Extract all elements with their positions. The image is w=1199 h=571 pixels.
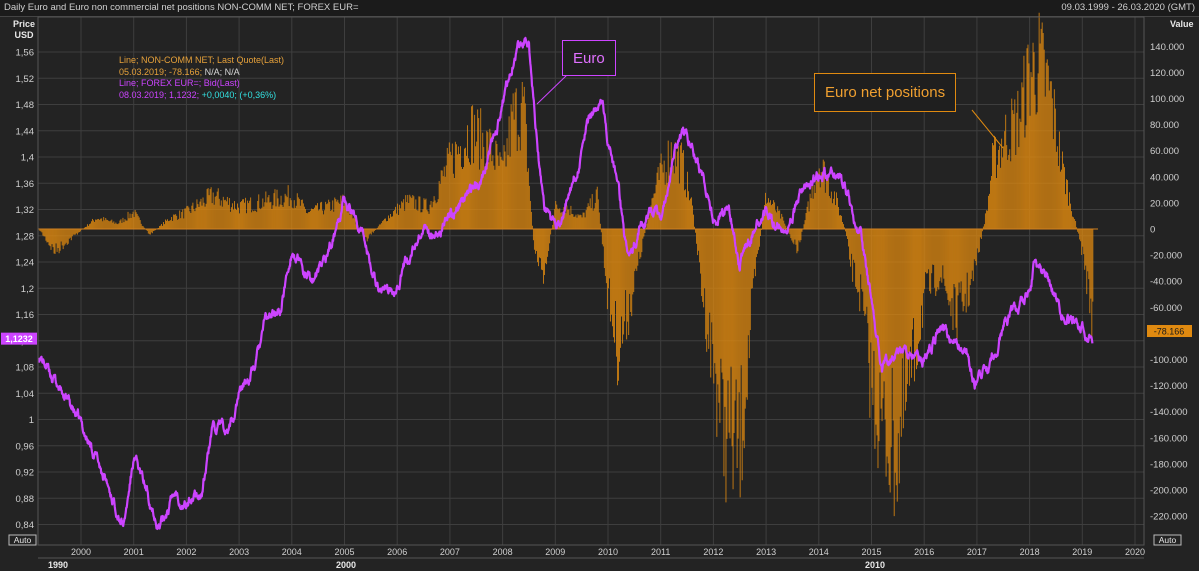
right-tick-label: 80.000	[1150, 120, 1179, 131]
axes: 1,56 1,52 1,48 1,44 1,4 1,36 1,32 1,28 1,24 1,2 1,…	[1, 16, 1194, 570]
legend-euro-change: +0,0040; (+0,36%)	[199, 89, 277, 100]
annotation-net-positions: Euro net positions	[814, 73, 957, 112]
right-tick-label: -100.000	[1150, 355, 1188, 366]
left-tick-label: 1,4	[21, 153, 34, 164]
x-tick-label: 2001	[124, 547, 144, 557]
x-tick-label: 2012	[703, 547, 723, 557]
net-last-value: -78.166	[1154, 327, 1185, 337]
right-tick-label: 120.000	[1150, 68, 1184, 79]
x-tick-label: 2016	[914, 547, 934, 557]
legend-net-series: Line; NON-COMM NET; Last Quote(Last)	[119, 55, 285, 65]
x-tick-label: 2011	[651, 547, 670, 557]
x-tick-label: 2009	[545, 547, 565, 557]
x-tick-label: 2013	[756, 547, 776, 557]
x-tick-label: 2008	[493, 547, 513, 557]
legend-euro-values: 08.03.2019; 1,1232; +0,0040; (+0,36%)	[119, 90, 284, 102]
euro-price-path	[37, 36, 1094, 531]
right-tick-label: 40.000	[1150, 172, 1179, 183]
net-leader-line	[971, 109, 1004, 149]
left-tick-label: 1,16	[16, 310, 35, 321]
net-position-bars	[38, 12, 1098, 517]
left-tick-label: 1,32	[16, 205, 35, 216]
euro-leader-line	[536, 73, 569, 105]
date-range: 09.03.1999 - 26.03.2020 (GMT)	[1061, 2, 1195, 13]
annotation-net-text: Euro net positions	[825, 84, 946, 101]
left-auto-box	[8, 534, 37, 546]
x-tick-label: 2007	[440, 547, 460, 557]
right-tick-label: -60.000	[1150, 303, 1182, 314]
left-tick-label: 1,52	[16, 74, 35, 85]
x-tick-label: 2006	[387, 547, 407, 557]
right-tick-label: 0	[1150, 225, 1155, 236]
left-tick-label: 1,28	[16, 231, 35, 242]
x-tick-label: 2002	[176, 547, 196, 557]
annotation-euro-text: Euro	[573, 49, 605, 67]
right-tick-label: -40.000	[1150, 277, 1182, 288]
x-tick-label: 2017	[967, 547, 987, 557]
right-tick-label: -20.000	[1150, 251, 1182, 262]
left-tick-label: 1,44	[16, 126, 35, 137]
decade-label: 2010	[865, 560, 885, 570]
left-tick-label: 1,04	[16, 389, 35, 400]
x-tick-label: 2004	[282, 547, 302, 557]
right-tick-label: 20.000	[1150, 198, 1179, 209]
right-tick-label: 140.000	[1150, 42, 1184, 53]
left-tick-label: 0,84	[16, 520, 35, 531]
left-tick-label: 1,56	[16, 48, 35, 59]
left-tick-label: 1,36	[16, 179, 35, 190]
x-tick-label: 2015	[861, 547, 881, 557]
right-tick-label: 60.000	[1150, 146, 1179, 157]
net-last-tag	[1147, 325, 1192, 338]
left-tick-label: 0,92	[16, 468, 35, 479]
left-axis-unit: USD	[14, 30, 34, 40]
euro-price-line	[37, 36, 1094, 531]
x-tick-label: 2020	[1125, 547, 1145, 557]
right-tick-label: -180.000	[1150, 459, 1188, 470]
right-tick-label: -120.000	[1150, 381, 1188, 392]
annotation-leaders	[536, 73, 1004, 149]
price-last-tag	[1, 332, 37, 345]
chart-title: Daily Euro and Euro non commercial net p…	[4, 2, 359, 13]
right-tick-label: -220.000	[1150, 512, 1188, 523]
decade-label: 1990	[48, 560, 68, 570]
right-auto-label: Auto	[1159, 535, 1177, 545]
left-auto-label: Auto	[14, 535, 32, 545]
price-last-value: 1,1232	[5, 334, 33, 344]
x-tick-label: 2018	[1020, 547, 1040, 557]
right-tick-label: 100.000	[1150, 94, 1184, 105]
x-tick-label: 2019	[1072, 547, 1092, 557]
x-tick-label: 2005	[334, 547, 354, 557]
left-tick-label: 1,24	[16, 258, 35, 269]
right-tick-label: -200.000	[1150, 486, 1188, 497]
right-tick-label: -140.000	[1150, 407, 1188, 418]
x-tick-label: 2014	[809, 547, 829, 557]
legend-euro-series: Line; FOREX EUR=; Bid(Last)	[119, 78, 240, 88]
left-tick-label: 0,88	[16, 494, 35, 505]
left-tick-label: 0,96	[16, 441, 35, 452]
legend-net-change: N/A; N/A	[202, 66, 240, 77]
x-tick-label: 2003	[229, 547, 249, 557]
decade-label: 2000	[336, 560, 356, 570]
legend-euro-last: 08.03.2019; 1,1232;	[119, 89, 200, 100]
x-tick-label: 2010	[598, 547, 618, 557]
left-tick-label: 1	[29, 415, 34, 426]
legend-net-last: 05.03.2019; -78.166;	[119, 66, 203, 77]
right-auto-box	[1153, 534, 1182, 546]
right-tick-label: -160.000	[1150, 433, 1188, 444]
left-axis-title: Price	[13, 19, 35, 29]
left-tick-label: 1,2	[21, 284, 34, 295]
annotation-euro: Euro	[562, 40, 616, 76]
legend-net-values: 05.03.2019; -78.166; N/A; N/A	[119, 67, 284, 79]
legend: Line; NON-COMM NET; Last Quote(Last) 05.…	[119, 55, 284, 101]
left-tick-label: 1,48	[16, 100, 35, 111]
plot-frame	[37, 16, 1145, 546]
x-tick-label: 2000	[71, 547, 91, 557]
left-tick-label: 1,08	[16, 363, 35, 374]
right-axis-title: Value	[1170, 19, 1194, 29]
